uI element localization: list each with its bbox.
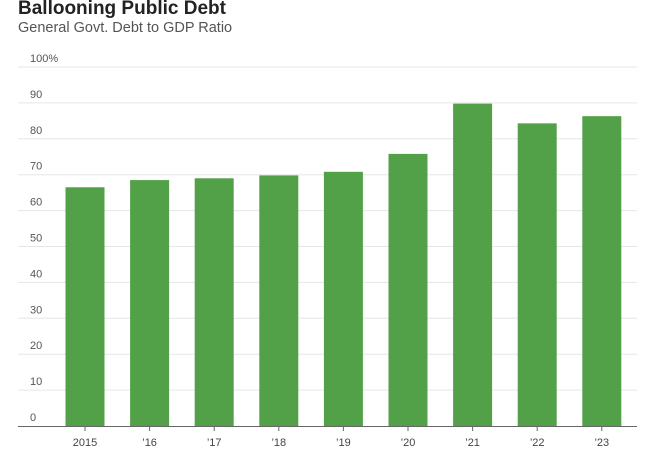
x-tick-label: ’19 [336,437,351,449]
x-axis: 2015 ’16 ’17 ’18 ’19 ’20 ’21 ’22 ’23 [18,426,637,449]
y-tick-label: 0 [30,412,36,424]
y-tick-label: 100% [30,53,58,65]
bar [453,103,493,427]
bar [582,116,622,427]
x-tick-label: ’20 [401,437,416,449]
x-tick-label: ’22 [530,437,545,449]
bar [65,187,105,426]
y-tick-label: 70 [30,161,42,173]
x-tick-label: ’21 [465,437,480,449]
x-tick-label: ’16 [142,437,157,449]
bar [517,123,557,426]
x-tick-label: ’18 [271,437,286,449]
x-tick-label: 2015 [73,437,97,449]
x-tick-label: ’23 [594,437,609,449]
y-tick-label: 80 [30,125,42,137]
y-tick-label: 90 [30,89,42,101]
x-tick-label: ’17 [207,437,222,449]
bar [130,180,170,426]
page-title: Ballooning Public Debt [18,0,226,19]
bar [388,153,428,427]
bar [323,171,363,426]
y-tick-label: 60 [30,197,42,209]
bar [194,178,234,426]
bar [259,175,299,426]
page-subtitle: General Govt. Debt to GDP Ratio [18,20,233,36]
bars [65,103,622,427]
y-tick-label: 30 [30,304,42,316]
y-tick-label: 20 [30,340,42,352]
y-tick-label: 40 [30,268,42,280]
y-tick-labels: 100% 90 80 70 60 50 40 30 20 10 0 [30,53,58,424]
y-tick-label: 50 [30,233,42,245]
y-tick-label: 10 [30,376,42,388]
